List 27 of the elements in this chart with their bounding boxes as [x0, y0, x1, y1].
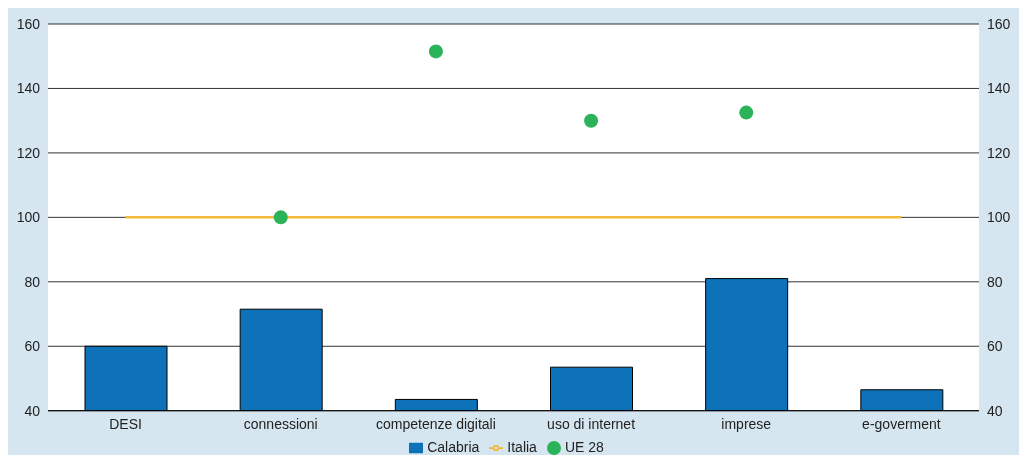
x-tick-label: imprese — [721, 415, 772, 432]
y2-tick-label: 40 — [987, 402, 1003, 419]
legend-label: UE 28 — [564, 438, 604, 455]
point — [584, 113, 599, 128]
y-tick-label: 160 — [16, 15, 41, 32]
y2-tick-label: 160 — [987, 15, 1011, 32]
y-tick-label: 100 — [16, 209, 41, 226]
y2-tick-label: 100 — [987, 209, 1011, 226]
y2-tick-label: 120 — [987, 144, 1011, 161]
y-tick-label: 120 — [16, 144, 41, 161]
y-tick-label: 40 — [24, 402, 41, 419]
point — [739, 105, 754, 120]
y2-tick-label: 60 — [987, 338, 1003, 355]
x-tick-label: uso di internet — [547, 415, 636, 432]
y2-tick-label: 80 — [987, 273, 1003, 290]
y-tick-label: 60 — [24, 338, 41, 355]
y-tick-label: 80 — [24, 273, 41, 290]
legend-label: Italia — [507, 438, 537, 455]
y2-tick-label: 140 — [987, 80, 1011, 97]
x-tick-label: competenze digitali — [375, 415, 496, 432]
point — [428, 44, 443, 59]
x-tick-label: e-goverment — [862, 415, 941, 432]
x-tick-label: connessioni — [243, 415, 318, 432]
y-tick-label: 140 — [16, 80, 41, 97]
point — [273, 210, 288, 225]
x-tick-label: DESI — [109, 415, 142, 432]
legend-label: Calabria — [427, 438, 480, 455]
